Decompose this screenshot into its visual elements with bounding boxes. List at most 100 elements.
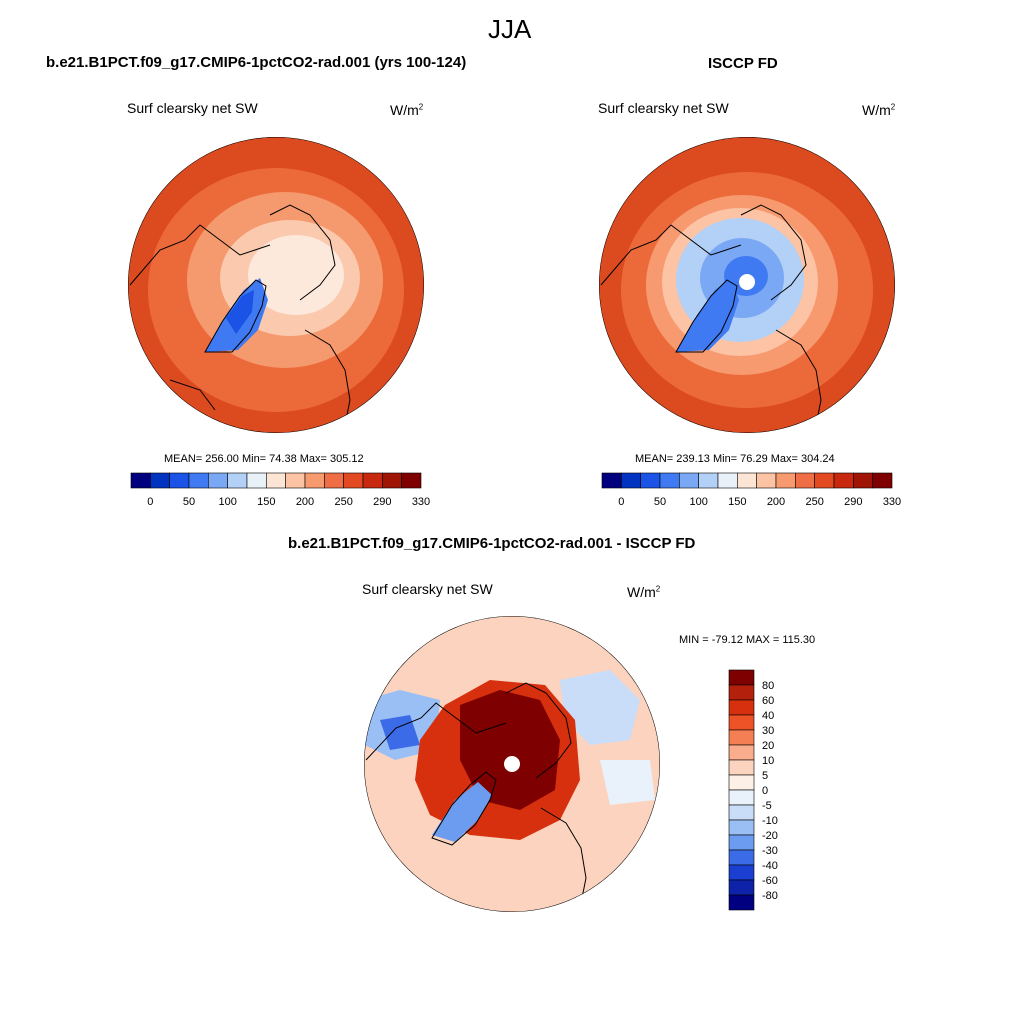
colorbar-tick-label: -40 [762,860,778,872]
colorbar-tick-label: 5 [762,770,768,782]
colorbar-tick-label: 330 [412,496,430,508]
colorbar-swatch [324,472,344,489]
season-title: JJA [488,14,532,44]
colorbar-swatch [756,472,777,489]
pole-hole [739,274,755,290]
colorbar-swatch [728,714,755,731]
colorbar-tick-label: -60 [762,875,778,887]
colorbar-swatch [728,699,755,716]
diff-negative-region [600,760,655,805]
colorbar-swatch [728,879,755,896]
colorbar-swatch [621,472,641,489]
diff-stats: MIN = -79.12 MAX = 115.30 [679,634,816,646]
colorbar-tick-label: 290 [373,496,391,508]
obs-colorbar: 0 50 100 150 200 250 290 330 [601,472,901,508]
colorbar-swatch [728,684,755,701]
colorbar-swatch [717,472,738,489]
model-units-label: W/m2 [390,102,424,118]
colorbar-swatch [728,864,755,881]
colorbar-tick-label: 60 [762,695,774,707]
colorbar-swatch [728,744,755,761]
diff-positive-core [460,690,560,810]
colorbar-tick-label: 200 [296,496,314,508]
colorbar-swatch [343,472,364,489]
diff-units-label: W/m2 [627,584,661,600]
diff-polar-map [364,616,660,912]
colorbar-swatch [362,472,383,489]
colorbar-tick-label: 150 [257,496,275,508]
colorbar-swatch [169,472,190,489]
colorbar-swatch [728,894,755,911]
colorbar-tick-label: 100 [218,496,236,508]
colorbar-swatch [853,472,873,489]
colorbar-tick-label: -20 [762,830,778,842]
model-panel-title: b.e21.B1PCT.f09_g17.CMIP6-1pctCO2-rad.00… [46,54,467,71]
colorbar-tick-label: -30 [762,845,778,857]
colorbar-swatch [382,472,402,489]
obs-panel-title: ISCCP FD [708,55,778,72]
colorbar-tick-label: 150 [728,496,746,508]
colorbar-swatch [872,472,893,489]
colorbar-swatch [728,819,755,836]
colorbar-tick-label: 200 [767,496,785,508]
colorbar-swatch [188,472,209,489]
colorbar-swatch [640,472,661,489]
colorbar-tick-label: -10 [762,815,778,827]
obs-stats: MEAN= 239.13 Min= 76.29 Max= 304.24 [635,453,835,465]
obs-polar-map [599,137,895,433]
colorbar-swatch [601,472,622,489]
colorbar-swatch [246,472,267,489]
colorbar-swatch [728,729,755,746]
colorbar-swatch [130,472,151,489]
diff-colorbar: 80 60 40 30 20 10 5 0 -5 -10 -20 -30 -40 -60 -80 [728,669,778,911]
coastlines [600,204,822,426]
colorbar-tick-label: 250 [334,496,352,508]
colorbar-swatch [833,472,854,489]
colorbar-swatch [285,472,306,489]
colorbar-tick-label: -5 [762,800,772,812]
colorbar-tick-label: 330 [883,496,901,508]
colorbar-tick-label: 290 [844,496,862,508]
diff-panel-title: b.e21.B1PCT.f09_g17.CMIP6-1pctCO2-rad.00… [288,535,696,552]
diff-negative-region [560,670,640,745]
colorbar-swatch [698,472,719,489]
coastlines [129,204,351,426]
colorbar-swatch [679,472,699,489]
pole-hole [504,756,520,772]
diff-greenland-negative [432,782,492,842]
colorbar-tick-label: 100 [689,496,707,508]
colorbar-swatch [814,472,835,489]
obs-units-label: W/m2 [862,102,896,118]
colorbar-tick-label: 250 [805,496,823,508]
obs-variable-label: Surf clearsky net SW [598,100,729,116]
colorbar-swatch [208,472,228,489]
colorbar-swatch [728,804,755,821]
colorbar-tick-label: 40 [762,710,774,722]
colorbar-tick-label: -80 [762,890,778,902]
colorbar-swatch [401,472,422,489]
colorbar-swatch [775,472,796,489]
colorbar-tick-label: 0 [147,496,153,508]
colorbar-tick-label: 50 [654,496,666,508]
colorbar-tick-label: 0 [762,785,768,797]
colorbar-swatch [150,472,170,489]
colorbar-tick-label: 0 [618,496,624,508]
diff-variable-label: Surf clearsky net SW [362,581,493,597]
colorbar-swatch [728,669,755,686]
diff-negative-core [380,715,420,750]
colorbar-tick-label: 10 [762,755,774,767]
model-stats: MEAN= 256.00 Min= 74.38 Max= 305.12 [164,453,364,465]
greenland-core [226,290,254,334]
model-colorbar: 0 50 100 150 200 250 290 330 [130,472,430,508]
colorbar-swatch [737,472,757,489]
model-polar-map [128,137,424,433]
map-fill-band [248,235,344,315]
model-variable-label: Surf clearsky net SW [127,100,258,116]
colorbar-swatch [728,834,755,851]
colorbar-tick-label: 50 [183,496,195,508]
colorbar-swatch [227,472,248,489]
colorbar-tick-label: 80 [762,680,774,692]
coastlines [365,682,587,904]
colorbar-swatch [728,789,755,806]
